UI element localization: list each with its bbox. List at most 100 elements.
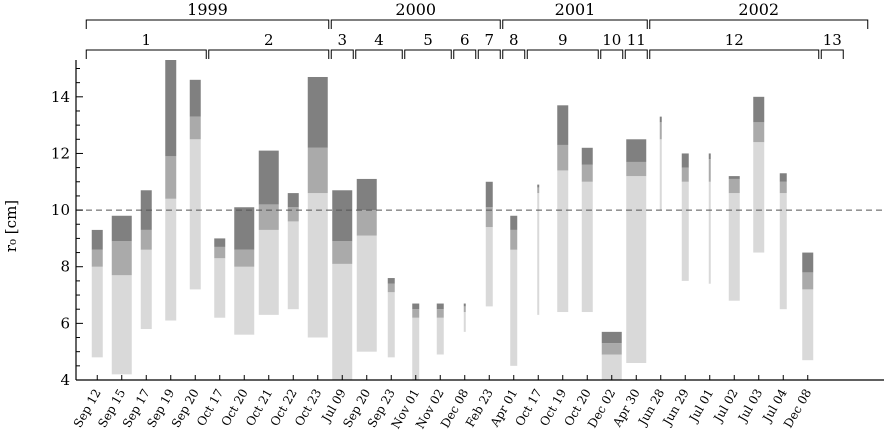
group-label: 7 [484, 31, 494, 49]
range-bar [485, 181, 493, 307]
year-bracket [330, 19, 501, 29]
bar-segment-low [753, 142, 765, 253]
bar-segment-mid [91, 249, 103, 267]
y-tick-label: 12 [51, 144, 70, 162]
bar-segment-mid [332, 241, 353, 264]
bar-segment-mid [681, 167, 689, 182]
bar-segment-mid [463, 306, 466, 313]
group-bracket [600, 49, 624, 59]
bar-segment-mid [140, 229, 152, 250]
group-bracket [820, 49, 844, 59]
bar-segment-low [189, 139, 201, 290]
bar-segment-mid [356, 210, 377, 236]
bar-segment-mid [412, 309, 420, 318]
group-label: 9 [558, 31, 568, 49]
bar-segment-mid [287, 207, 299, 222]
group-label: 2 [264, 31, 274, 49]
group-bracket [477, 49, 501, 59]
range-bar [258, 150, 279, 315]
y-axis-label: r₀ [cm] [2, 200, 20, 252]
bar-segment-mid [557, 144, 569, 171]
bar-segment-mid [189, 116, 201, 140]
group-bracket [404, 49, 452, 59]
bar-segment-low [779, 193, 787, 310]
range-bar [307, 76, 328, 338]
range-bar [436, 303, 444, 355]
range-bar [557, 105, 569, 313]
range-bar [581, 147, 593, 313]
y-tick-label: 14 [51, 88, 70, 106]
bar-segment-high [581, 147, 593, 165]
year-label: 2001 [555, 0, 596, 19]
range-bar [140, 190, 152, 330]
bar-segment-low [681, 181, 689, 281]
year-label: 2000 [395, 0, 436, 19]
bar-segment-low [140, 249, 152, 330]
bar-segment-high [356, 178, 377, 211]
bar-segment-low [214, 258, 226, 318]
bar-segment-high [91, 229, 103, 250]
bar-segment-low [581, 181, 593, 313]
range-bar [779, 173, 787, 310]
x-tick-label: Jul 02 [710, 387, 741, 426]
group-label: 3 [337, 31, 347, 49]
range-bar [753, 96, 765, 253]
bar-segment-high [779, 173, 787, 182]
bar-segment-low [387, 292, 395, 358]
bar-segment-mid [708, 159, 711, 182]
bar-segment-mid [258, 204, 279, 230]
bar-segment-mid [436, 309, 444, 318]
range-bar [537, 184, 540, 315]
bar-segment-mid [510, 229, 518, 250]
range-bar [802, 252, 814, 361]
range-bar [189, 79, 201, 290]
bar-segment-high [463, 303, 466, 307]
bar-segment-high [287, 193, 299, 208]
bar-segment-mid [601, 343, 622, 355]
bar-segment-low [708, 181, 711, 284]
bar-segment-high [708, 153, 711, 160]
bar-segment-low [601, 354, 622, 380]
bar-segment-high [234, 207, 255, 250]
bar-segment-high [387, 278, 395, 284]
range-bar [91, 229, 103, 358]
bar-segment-mid [626, 161, 647, 177]
range-bar [463, 303, 466, 332]
bar-segment-mid [307, 147, 328, 194]
bar-segment-low [510, 249, 518, 366]
bar-segment-low [287, 221, 299, 310]
bar-segment-high [557, 105, 569, 145]
bars-layer [91, 60, 814, 380]
bar-segment-low [802, 289, 814, 361]
bar-segment-low [436, 317, 444, 355]
group-label: 11 [627, 31, 646, 49]
group-bracket [649, 49, 820, 59]
bar-segment-mid [753, 122, 765, 143]
bar-segment-high [681, 153, 689, 168]
range-bar [659, 116, 662, 211]
bar-segment-high [753, 96, 765, 123]
bar-segment-high [258, 150, 279, 205]
bar-segment-low [659, 139, 662, 211]
group-bracket [85, 49, 207, 59]
range-bar [681, 153, 689, 281]
year-bracket [85, 19, 330, 29]
bar-segment-high [601, 331, 622, 344]
bar-segment-mid [779, 181, 787, 194]
range-bar [214, 238, 226, 318]
bar-segment-high [510, 215, 518, 230]
range-bar [111, 215, 132, 375]
bar-segment-mid [387, 283, 395, 293]
range-bar [728, 176, 740, 301]
bar-segment-low [165, 198, 177, 321]
y-tick-label: 6 [60, 314, 70, 332]
bar-segment-low [537, 193, 540, 315]
group-bracket [502, 49, 526, 59]
group-label: 5 [423, 31, 433, 49]
bar-segment-low [557, 170, 569, 313]
y-tick-label: 4 [60, 371, 70, 389]
bar-segment-high [626, 139, 647, 162]
range-bar [708, 153, 711, 284]
